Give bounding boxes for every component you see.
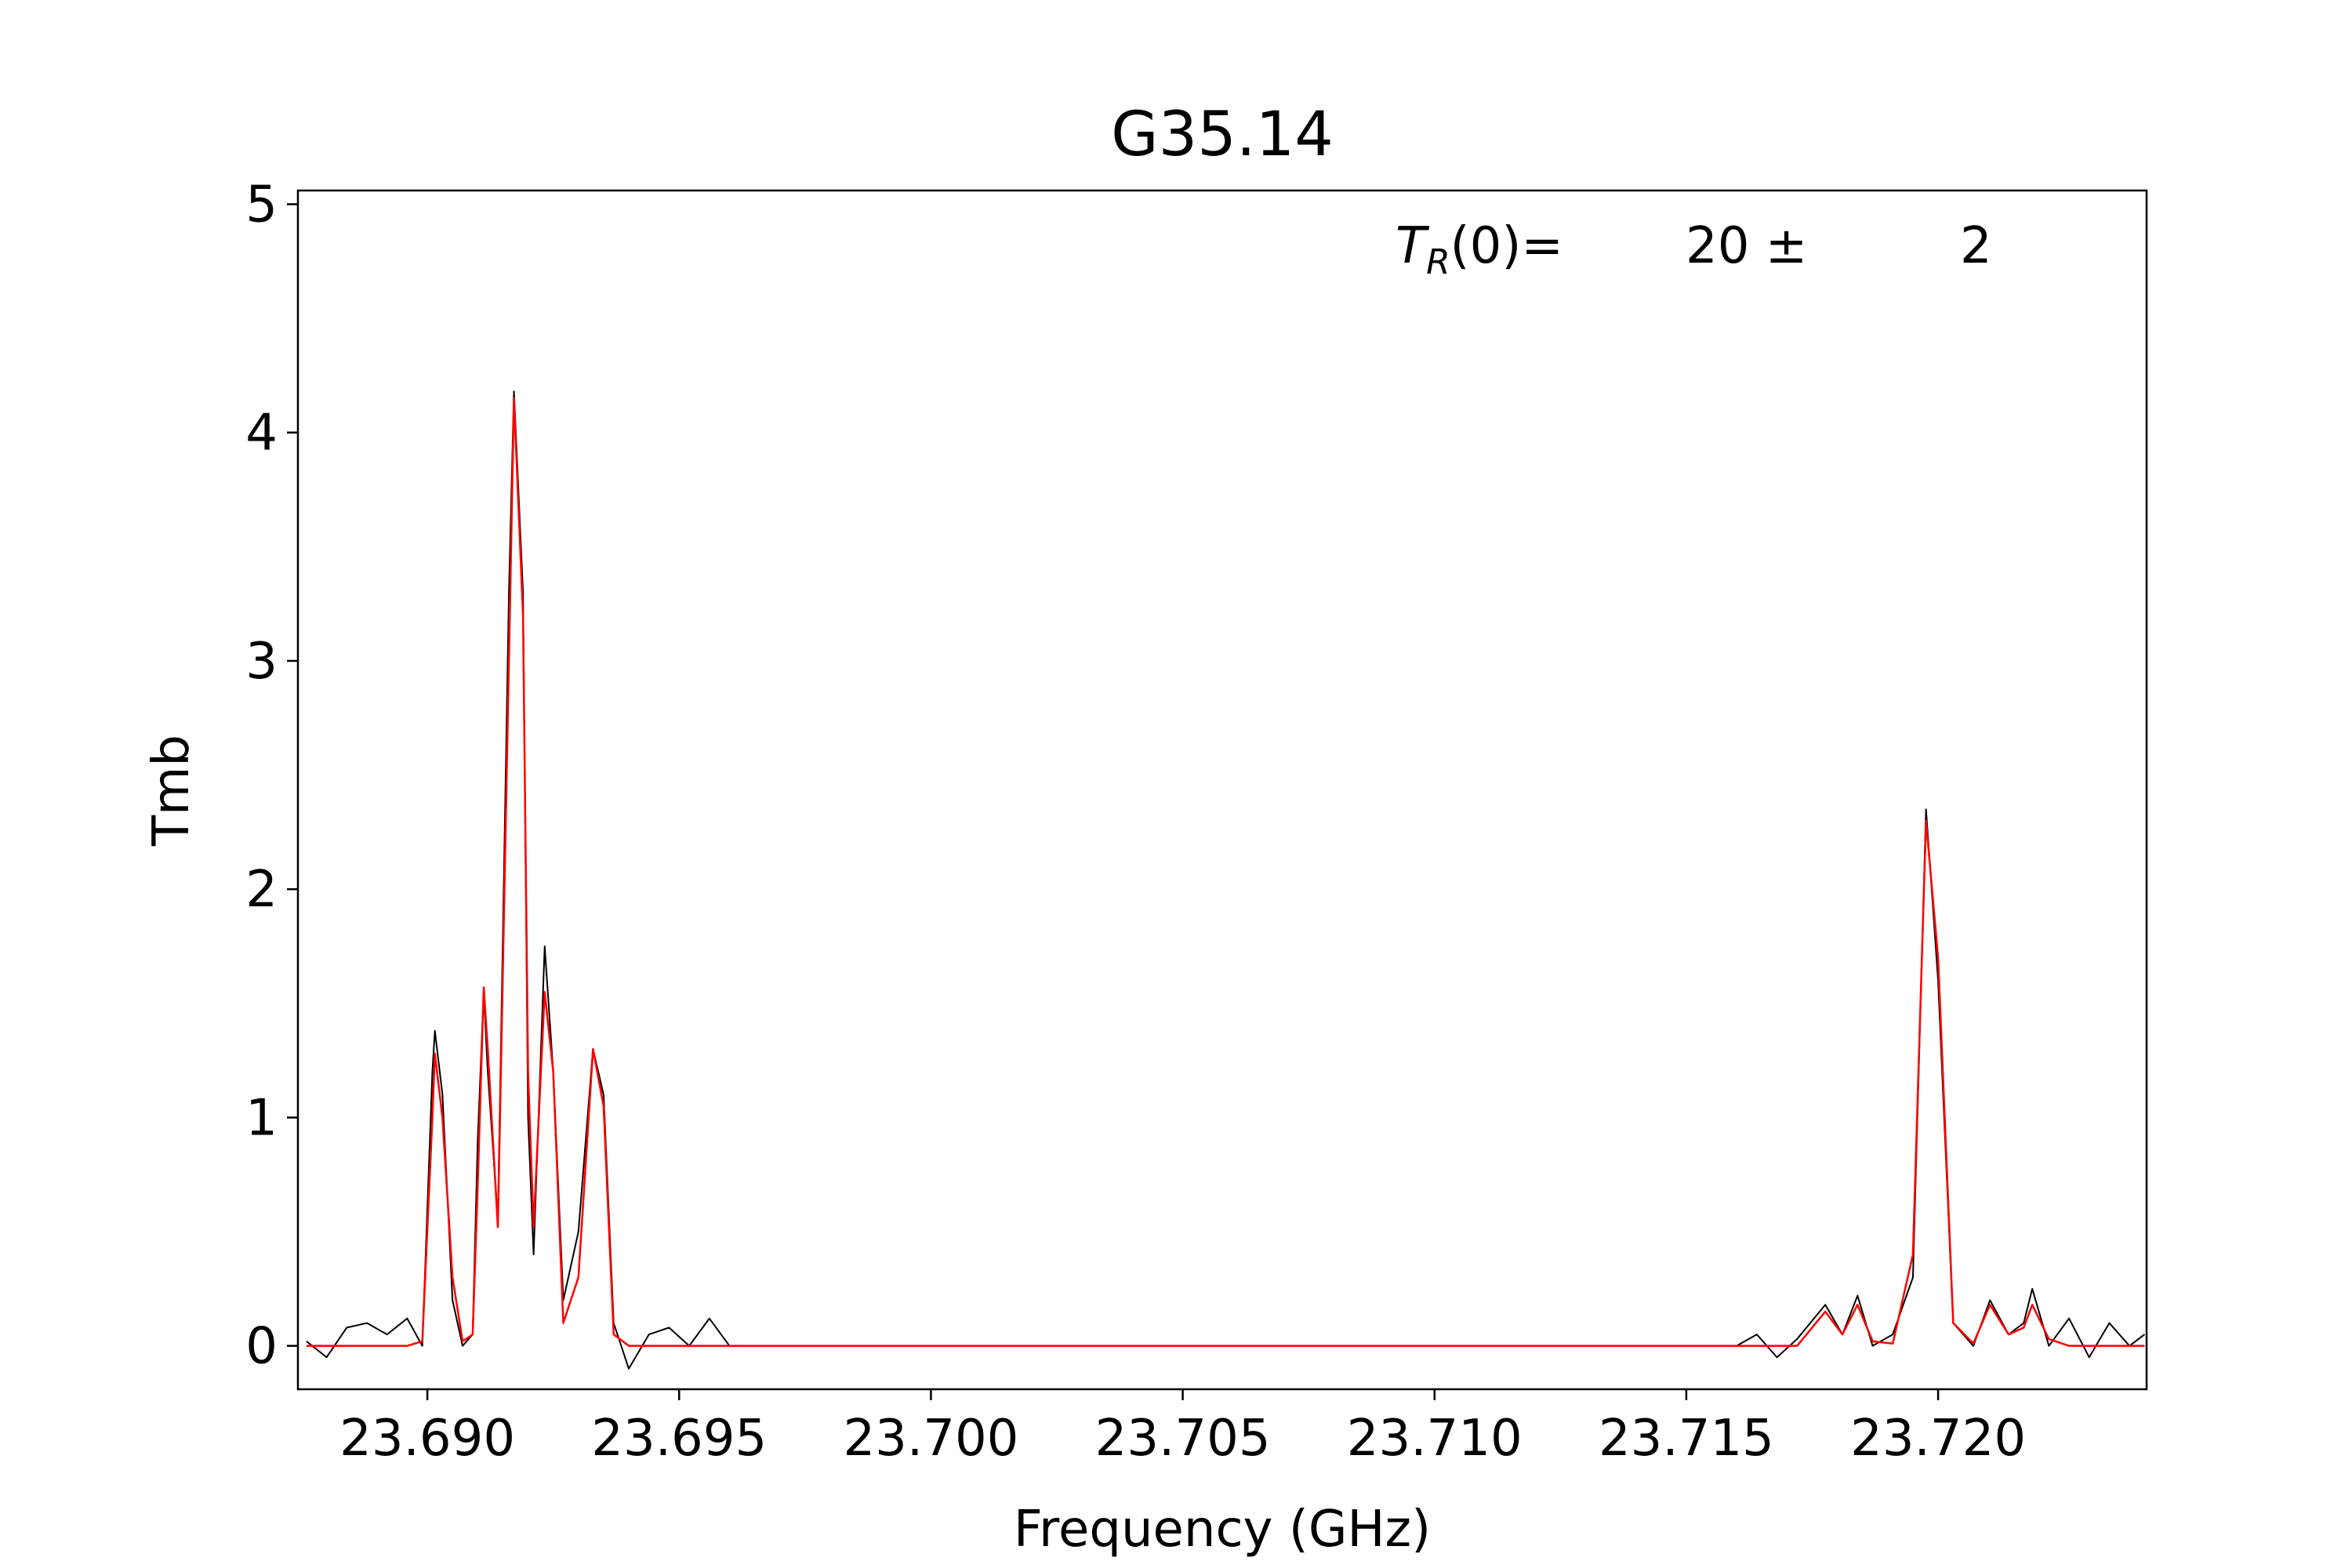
annotation-error: 2 — [1960, 217, 1992, 275]
y-tick-label: 2 — [245, 861, 278, 919]
annotation-value: 20 ± — [1686, 217, 1807, 275]
y-tick-label: 1 — [245, 1089, 278, 1147]
annotation-symbol: T — [1396, 217, 1430, 275]
chart-title: G35.14 — [1111, 100, 1334, 170]
annotation-number: 20 — [1686, 217, 1749, 275]
x-tick-label: 23.695 — [591, 1410, 767, 1468]
annotation-label: TR(0)= — [1396, 217, 1563, 282]
x-tick-label: 23.715 — [1599, 1410, 1774, 1468]
x-tick-label: 23.700 — [843, 1410, 1018, 1468]
series-line — [306, 397, 2145, 1347]
x-tick-label: 23.705 — [1095, 1410, 1271, 1468]
y-axis-label: Tmb — [143, 735, 201, 847]
x-tick-label: 23.720 — [1850, 1410, 2026, 1468]
y-tick-label: 0 — [245, 1318, 278, 1376]
annotation-subscript: R — [1426, 242, 1450, 282]
x-tick-label: 23.710 — [1347, 1410, 1523, 1468]
plot-frame — [296, 189, 2148, 1391]
annotation-suffix: (0)= — [1450, 217, 1563, 275]
y-tick-label: 3 — [245, 633, 278, 691]
y-tick-label: 4 — [245, 405, 278, 463]
x-axis-label: Frequency (GHz) — [1014, 1501, 1431, 1559]
annotation-pm: ± — [1766, 217, 1808, 275]
y-tick-label: 5 — [245, 176, 278, 234]
x-tick-label: 23.690 — [339, 1410, 515, 1468]
